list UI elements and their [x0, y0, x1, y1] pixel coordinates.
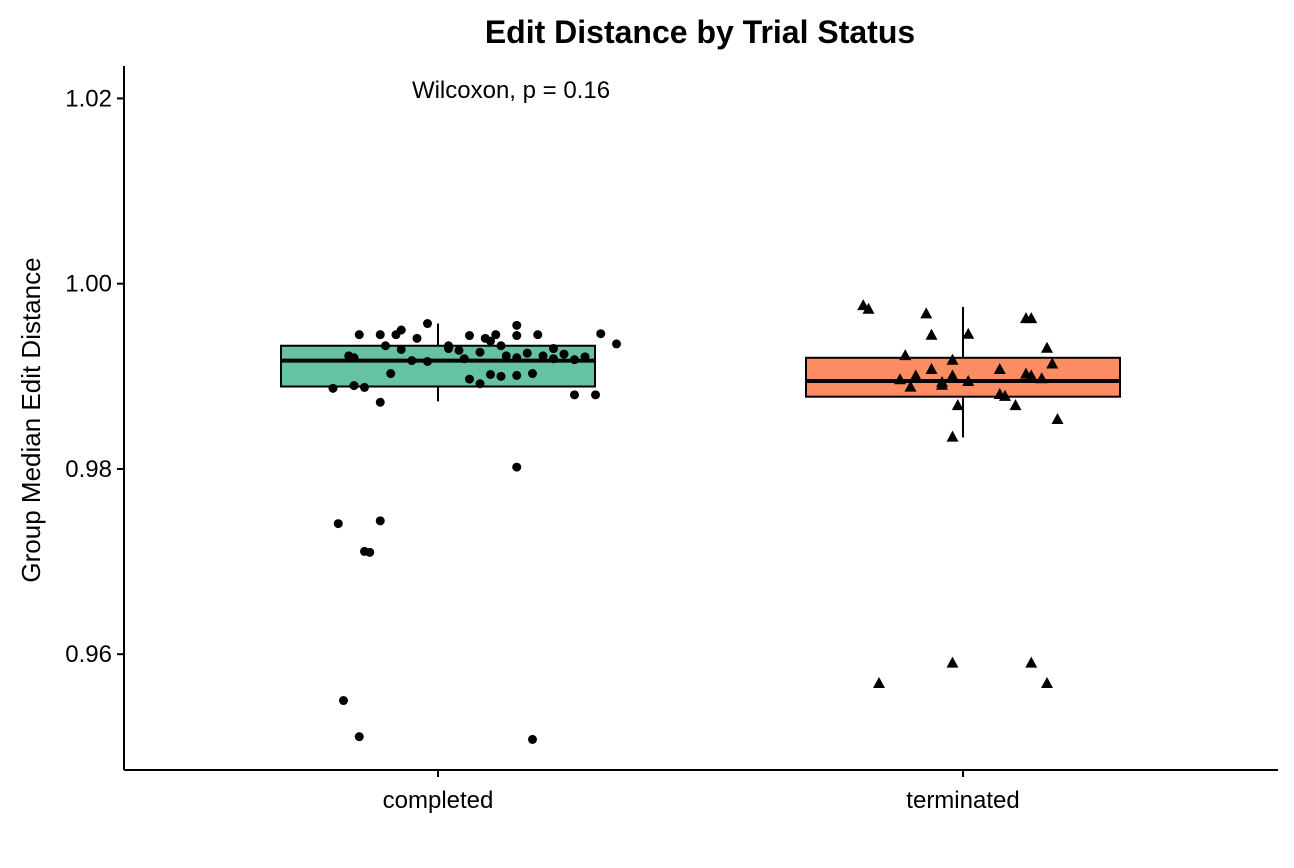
- completed-data-point: [491, 330, 501, 340]
- terminated-data-point: [962, 375, 975, 387]
- y-tick-label: 1.02: [65, 85, 112, 112]
- completed-data-point: [486, 369, 495, 379]
- terminated-data-point: [946, 430, 959, 442]
- completed-data-point: [407, 356, 417, 366]
- completed-data-point: [465, 331, 474, 341]
- completed-data-point: [570, 355, 579, 365]
- terminated-data-point: [862, 302, 875, 314]
- completed-data-point: [496, 371, 506, 381]
- completed-data-point: [365, 547, 375, 557]
- wilcoxon-annotation: Wilcoxon, p = 0.16: [412, 77, 610, 104]
- terminated-data-point: [909, 369, 922, 381]
- completed-data-point: [375, 330, 385, 340]
- terminated-data-point: [962, 327, 975, 339]
- completed-data-point: [512, 331, 522, 341]
- terminated-data-point: [925, 363, 938, 375]
- completed-data-point: [475, 379, 485, 389]
- completed-data-point: [412, 333, 422, 343]
- completed-data-point: [612, 339, 621, 349]
- y-axis-label: Group Median Edit Distance: [16, 257, 46, 582]
- y-tick-label: 0.98: [65, 456, 112, 483]
- terminated-data-point: [925, 328, 938, 340]
- completed-data-point: [465, 374, 474, 384]
- completed-data-point: [423, 319, 432, 329]
- completed-data-point: [381, 341, 390, 351]
- terminated-data-point: [1051, 413, 1064, 425]
- completed-data-point: [522, 348, 532, 358]
- completed-data-point: [480, 333, 490, 343]
- terminated-data-point: [1025, 656, 1038, 668]
- terminated-data-point: [936, 375, 948, 387]
- completed-data-point: [528, 369, 537, 379]
- terminated-box: [805, 356, 1121, 398]
- terminated-data-point: [946, 353, 959, 365]
- completed-data-point: [354, 330, 364, 340]
- completed-data-point: [528, 734, 537, 744]
- plot-area: 0.96 0.98 1.00 1.02 completed terminated: [65, 66, 1278, 814]
- completed-data-point: [375, 397, 385, 407]
- terminated-data-point: [1041, 677, 1053, 689]
- completed-data-point: [444, 344, 453, 354]
- terminated-data-point: [1009, 399, 1022, 411]
- completed-data-point: [549, 344, 558, 354]
- completed-data-point: [512, 462, 522, 472]
- chart-title: Edit Distance by Trial Status: [485, 14, 915, 50]
- completed-data-point: [533, 330, 543, 340]
- terminated-data-point: [999, 389, 1011, 401]
- completed-data-point: [360, 382, 369, 392]
- terminated-data-point: [1025, 369, 1038, 381]
- completed-data-point: [349, 353, 359, 363]
- terminated-data-point: [946, 656, 959, 668]
- y-tick-label: 0.96: [65, 641, 112, 668]
- completed-data-point: [339, 696, 348, 706]
- completed-data-point: [333, 519, 343, 529]
- completed-data-point: [512, 320, 522, 330]
- terminated-data-point: [920, 307, 933, 319]
- completed-data-point: [570, 390, 579, 400]
- terminated-data-point: [993, 363, 1006, 375]
- y-tick-label: 1.00: [65, 271, 112, 298]
- completed-data-point: [354, 732, 364, 742]
- completed-data-point: [386, 369, 396, 379]
- completed-data-point: [396, 325, 406, 335]
- terminated-data-point: [1041, 341, 1053, 353]
- completed-data-point: [591, 390, 600, 400]
- completed-data-point: [328, 383, 338, 393]
- terminated-data-point: [894, 373, 906, 385]
- completed-data-point: [512, 353, 522, 363]
- completed-data-point: [559, 349, 569, 359]
- completed-box: [280, 344, 596, 388]
- terminated-data-point: [904, 380, 917, 392]
- completed-data-point: [349, 381, 359, 391]
- completed-data-point: [496, 341, 506, 351]
- terminated-data-point: [946, 369, 959, 381]
- x-tick-label: terminated: [906, 787, 1019, 814]
- completed-data-point: [512, 370, 522, 380]
- terminated-data-point: [899, 349, 912, 361]
- completed-data-point: [580, 352, 590, 362]
- terminated-data-point: [1035, 372, 1048, 384]
- terminated-data-point: [951, 399, 964, 411]
- terminated-data-point: [1046, 357, 1059, 369]
- completed-data-point: [459, 354, 469, 364]
- terminated-data-point: [1025, 312, 1038, 324]
- terminated-data-point: [873, 677, 885, 689]
- completed-data-point: [501, 351, 511, 361]
- completed-data-point: [596, 329, 606, 339]
- completed-data-point: [454, 345, 464, 355]
- completed-data-point: [475, 347, 485, 357]
- completed-data-point: [375, 516, 385, 526]
- completed-data-point: [396, 344, 406, 354]
- completed-data-point: [538, 351, 548, 361]
- completed-data-point: [423, 356, 432, 366]
- x-tick-label: completed: [383, 787, 494, 814]
- completed-data-point: [549, 354, 558, 364]
